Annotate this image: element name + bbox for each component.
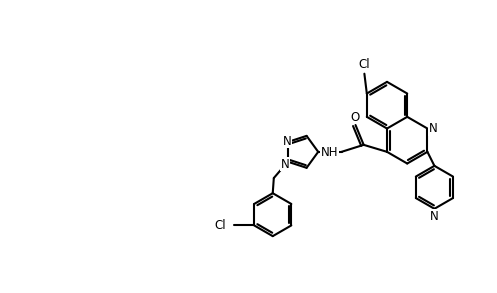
Text: N: N [282,134,291,147]
Text: Cl: Cl [358,58,370,71]
Text: Cl: Cl [214,219,226,232]
Text: N: N [429,122,438,135]
Text: N: N [281,158,290,171]
Text: O: O [350,111,359,124]
Text: N: N [430,209,439,223]
Text: NH: NH [321,146,338,159]
